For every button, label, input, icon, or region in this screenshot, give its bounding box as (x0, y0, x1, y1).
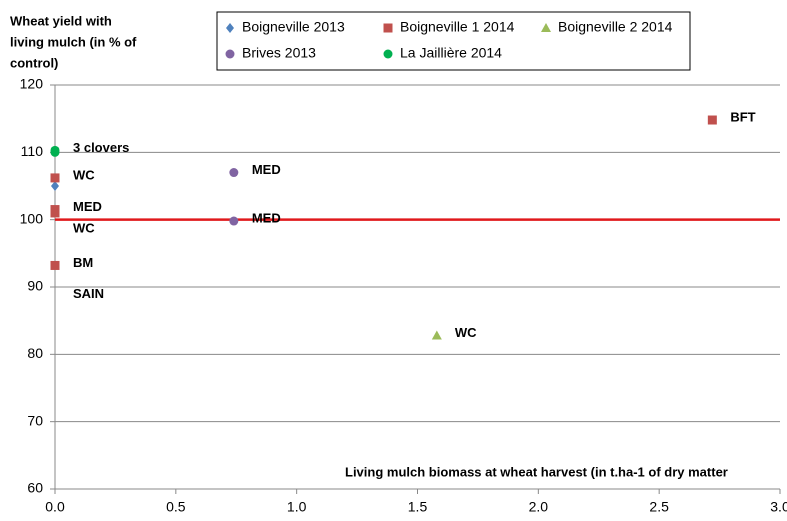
data-label: MED (252, 162, 281, 177)
y-tick-label: 120 (20, 76, 44, 92)
data-label: WC (73, 167, 95, 182)
y-axis-title: Wheat yield with (10, 13, 112, 28)
legend-box (216, 11, 691, 71)
x-tick-label: 2.0 (529, 499, 549, 515)
point (383, 23, 393, 33)
data-label: WC (455, 325, 477, 340)
point (229, 168, 239, 178)
legend-label: Boigneville 2 2014 (558, 19, 673, 35)
point (383, 49, 393, 59)
y-tick-label: 80 (27, 345, 43, 361)
legend-label: Brives 2013 (242, 45, 316, 61)
legend-label: La Jaillière 2014 (400, 45, 502, 61)
y-tick-label: 100 (20, 210, 44, 226)
x-axis-title: Living mulch biomass at wheat harvest (i… (345, 464, 728, 479)
x-tick-label: 0.0 (45, 499, 65, 515)
x-tick-label: 1.0 (287, 499, 307, 515)
point (226, 23, 234, 33)
point (229, 216, 239, 226)
point (50, 147, 60, 157)
point (707, 115, 717, 125)
legend-label: Boigneville 2013 (242, 19, 345, 35)
y-axis-title: living mulch (in % of (10, 34, 137, 49)
y-tick-label: 110 (21, 143, 44, 159)
data-label: 3 clovers (73, 140, 129, 155)
y-axis-title: control) (10, 55, 58, 70)
y-tick-label: 90 (27, 278, 43, 294)
data-label: WC (73, 220, 95, 235)
y-tick-label: 60 (27, 480, 43, 496)
data-label: SAIN (73, 286, 104, 301)
data-label: BFT (730, 109, 755, 124)
point (431, 330, 442, 340)
point (50, 260, 60, 270)
point (50, 208, 60, 218)
point (541, 23, 551, 32)
data-label: BM (73, 255, 93, 270)
legend-label: Boigneville 1 2014 (400, 19, 515, 35)
x-tick-label: 0.5 (166, 499, 186, 515)
x-tick-label: 1.5 (408, 499, 428, 515)
x-tick-label: 3.0 (770, 499, 787, 515)
data-label: MED (252, 210, 281, 225)
y-tick-label: 70 (27, 412, 43, 428)
data-label: MED (73, 199, 102, 214)
point (225, 49, 235, 59)
point (51, 181, 59, 191)
x-tick-label: 2.5 (649, 499, 669, 515)
point (50, 173, 60, 183)
